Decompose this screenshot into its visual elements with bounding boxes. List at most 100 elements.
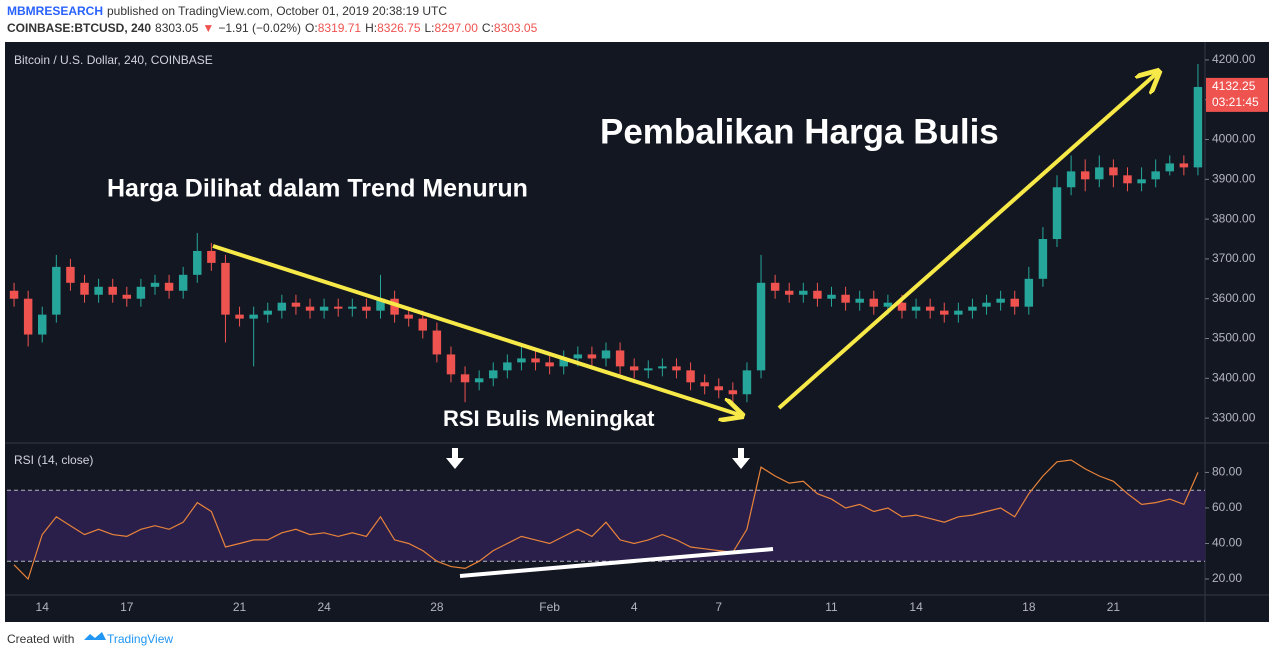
- y-tick-label: 3800.00: [1212, 211, 1256, 225]
- candle-body: [644, 368, 653, 371]
- candle-body: [770, 282, 780, 291]
- candle-body: [263, 310, 272, 315]
- candle-body: [700, 382, 709, 387]
- candle-body: [1165, 163, 1174, 172]
- candle-body: [178, 274, 188, 291]
- o: 8319.71: [318, 21, 362, 35]
- candle-body: [193, 250, 202, 275]
- annotation: Harga Dilihat dalam Trend Menurun: [107, 175, 528, 203]
- candle-body: [1193, 86, 1203, 168]
- candle-body: [855, 298, 864, 303]
- candle-body: [460, 374, 470, 383]
- author: MBMRESEARCH: [7, 4, 103, 18]
- reversal-arrow: [777, 73, 1157, 410]
- y-tick-label: 3500.00: [1212, 331, 1256, 345]
- chart-title: Bitcoin / U.S. Dollar, 240, COINBASE: [14, 53, 213, 67]
- direction: ▼: [202, 21, 214, 35]
- candle-body: [728, 390, 738, 395]
- candle-body: [883, 302, 893, 307]
- l: 8297.00: [435, 21, 479, 35]
- candle-body: [1010, 298, 1019, 307]
- candle-body: [869, 298, 879, 307]
- candle-body: [559, 358, 568, 367]
- candle-body: [587, 354, 597, 359]
- candle-body: [291, 302, 301, 307]
- candle-body: [827, 294, 836, 299]
- candle-body: [629, 366, 639, 371]
- y-tick-label: 3900.00: [1212, 171, 1256, 185]
- candle-body: [432, 330, 442, 355]
- candle-body: [503, 362, 512, 371]
- candle-body: [122, 294, 132, 299]
- change: −1.91 (−0.02%): [218, 21, 301, 35]
- price-label: 4132.25: [1212, 79, 1256, 93]
- y-tick-label: 3700.00: [1212, 251, 1256, 265]
- candle-body: [108, 286, 117, 295]
- y-tick-label: 60.00: [1212, 500, 1242, 514]
- candle-body: [897, 302, 907, 311]
- candle-body: [1137, 179, 1146, 184]
- candle-body: [150, 282, 160, 287]
- candle-body: [23, 298, 33, 335]
- candle-body: [221, 262, 230, 315]
- candle-body: [418, 318, 428, 331]
- x-tick-label: 17: [120, 600, 134, 614]
- rsi-line: [13, 459, 1199, 581]
- candle-body: [136, 286, 146, 299]
- candle-body: [799, 290, 808, 295]
- candle-body: [362, 306, 371, 311]
- published: published on TradingView.com, October 01…: [107, 4, 447, 18]
- rsi-trend-line: [459, 547, 774, 578]
- price-pane: 3300.00 3400.00 3500.00 3600.00 3700.00 3800.…: [9, 52, 1268, 614]
- candle-body: [601, 350, 611, 359]
- y-tick-label: 80.00: [1212, 465, 1242, 479]
- candle-body: [996, 298, 1005, 303]
- x-tick-label: Feb: [539, 600, 560, 614]
- candle-body: [38, 314, 47, 335]
- symbol: COINBASE:BTCUSD, 240: [7, 21, 151, 35]
- candle-body: [376, 298, 385, 311]
- y-tick-label: 20.00: [1212, 571, 1242, 585]
- candle-body: [1151, 171, 1160, 180]
- x-tick-label: 21: [1107, 600, 1121, 614]
- candle-body: [446, 354, 456, 375]
- candle-body: [672, 366, 681, 371]
- candle-body: [813, 290, 822, 299]
- candle-body: [573, 354, 583, 359]
- candle-body: [390, 298, 399, 315]
- candle-body: [305, 306, 315, 311]
- candle-body: [954, 310, 963, 315]
- x-tick-label: 21: [233, 600, 247, 614]
- tv-logo: [84, 632, 106, 640]
- x-tick-label: 24: [317, 600, 331, 614]
- candle-body: [249, 314, 258, 319]
- candle-body: [1179, 163, 1189, 168]
- candle-body: [982, 302, 991, 307]
- candle-body: [531, 358, 540, 363]
- candle-body: [1024, 278, 1034, 307]
- downtrend-arrow: [212, 244, 740, 415]
- candle-body: [925, 306, 935, 311]
- down-arrow-icon: [446, 448, 464, 469]
- candle-body: [841, 294, 850, 303]
- candle-body: [164, 282, 174, 291]
- candle-body: [714, 386, 723, 391]
- candle-body: [756, 282, 766, 371]
- candle-body: [968, 306, 977, 311]
- candle-body: [404, 314, 413, 319]
- last: 8303.05: [155, 21, 199, 35]
- footer-brand: TradingView: [107, 632, 173, 646]
- y-tick-label: 4000.00: [1212, 132, 1256, 146]
- candle-body: [94, 286, 103, 295]
- candle-body: [319, 306, 329, 311]
- o-label: O:: [305, 21, 318, 35]
- x-tick-label: 14: [36, 600, 50, 614]
- y-tick-label: 4200.00: [1212, 52, 1256, 66]
- x-tick-label: 14: [909, 600, 923, 614]
- candle-body: [489, 370, 498, 379]
- candle-body: [1038, 239, 1048, 279]
- candle-body: [658, 366, 667, 369]
- candle-body: [9, 290, 19, 299]
- h: 8326.75: [377, 21, 421, 35]
